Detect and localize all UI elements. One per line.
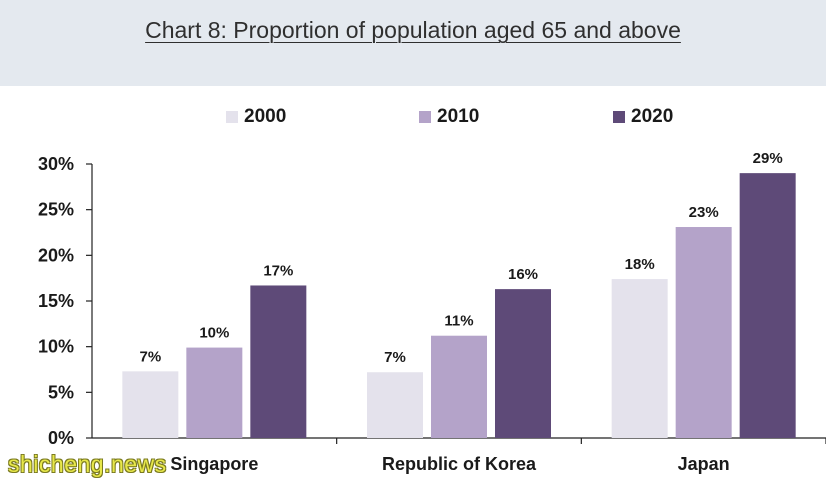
data-label: 7%	[384, 349, 406, 366]
bar	[367, 372, 423, 438]
legend-swatch-2020	[613, 111, 625, 123]
data-label: 10%	[199, 325, 229, 342]
legend-item-2000: 2000	[226, 105, 286, 129]
legend-swatch-2000	[226, 111, 238, 123]
bar	[611, 279, 668, 438]
bar	[495, 289, 551, 438]
chart-title: Chart 8: Proportion of population aged 6…	[145, 17, 681, 43]
data-label: 7%	[139, 348, 161, 365]
legend-swatch-2010	[419, 111, 431, 123]
y-tick-label: 30%	[38, 154, 74, 174]
y-tick-label: 25%	[38, 200, 74, 220]
y-tick-label: 10%	[38, 337, 74, 357]
data-label: 16%	[508, 266, 538, 283]
bar	[675, 227, 732, 438]
y-tick-label: 0%	[48, 428, 74, 448]
bar	[122, 371, 179, 438]
bar	[431, 335, 487, 438]
legend-label-2000: 2000	[244, 106, 287, 127]
bar	[250, 285, 307, 438]
x-category-label: Republic of Korea	[382, 454, 537, 474]
legend-item-2020: 2020	[613, 105, 673, 129]
x-category-label: Singapore	[170, 454, 258, 474]
legend-label-2010: 2010	[437, 106, 480, 127]
watermark-text: shicheng.news	[8, 451, 167, 477]
bar	[739, 173, 796, 438]
y-tick-label: 20%	[38, 245, 74, 265]
title-banner: Chart 8: Proportion of population aged 6…	[0, 0, 826, 86]
y-tick-label: 15%	[38, 291, 74, 311]
legend-item-2010: 2010	[419, 105, 479, 129]
data-label: 11%	[444, 313, 473, 330]
y-tick-label: 5%	[48, 382, 74, 402]
x-category-label: Japan	[678, 454, 730, 474]
bar	[186, 347, 243, 438]
data-label: 23%	[689, 204, 719, 221]
data-label: 29%	[753, 150, 783, 167]
data-label: 18%	[625, 256, 655, 273]
legend-label-2020: 2020	[631, 106, 674, 127]
data-label: 17%	[263, 262, 293, 279]
legend: 2000 2010 2020	[0, 105, 826, 129]
